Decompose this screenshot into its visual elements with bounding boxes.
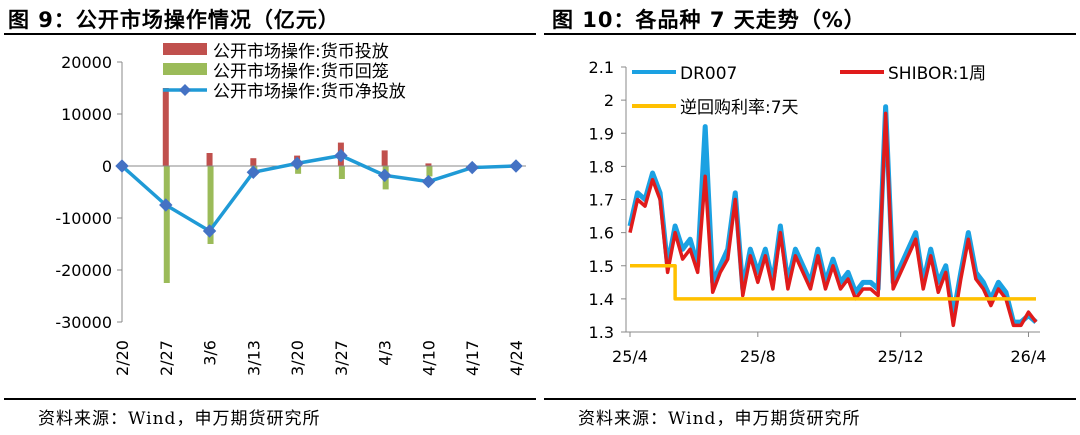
bar [162,88,169,166]
x-tick-label: 25/12 [878,347,924,366]
x-tick-label: 26/4 [1011,347,1047,366]
source-note: 资料来源：Wind，申万期货研究所 [38,409,321,429]
rates-7day-chart: 2.1 2 1.9 1.8 1.7 1.6 1.5 1.4 1.3 25/4 25/8 25/12 26… [589,58,1047,366]
x-tick-label: 3/20 [288,340,307,376]
data-point [290,156,304,171]
data-point [377,168,392,183]
y-tick-label: -20000 [55,261,112,280]
x-tick-label: 3/13 [244,340,263,376]
x-tick-label: 2/20 [113,340,132,376]
x-tick-label: 4/17 [463,340,482,376]
source-note: 资料来源：Wind，申万期货研究所 [578,409,861,429]
legend-swatch [163,63,207,75]
data-point [115,159,129,173]
bar [163,166,170,283]
x-tick-label: 2/27 [157,340,176,376]
bar [338,166,345,179]
legend-label: SHIBOR:1周 [888,64,986,84]
title-rule [544,33,1076,35]
legend-label: 逆回购利率:7天 [680,98,799,118]
x-tick-label: 3/6 [201,340,220,366]
bar [250,158,257,166]
data-point [421,174,436,189]
legend-label: DR007 [680,64,737,84]
y-tick-label: 2 [604,91,614,110]
y-tick-label: 2.1 [589,58,614,77]
y-tick-label: 1.8 [589,157,614,176]
y-tick-label: 1.9 [589,124,614,143]
legend-marker [179,84,191,96]
y-tick-label: 1.3 [589,323,614,342]
data-point [465,160,479,175]
y-tick-label: 1.6 [589,224,614,243]
legend-label: 公开市场操作:货币净投放 [213,82,406,102]
title-rule [4,33,536,35]
bar [425,163,432,166]
bar [426,166,433,177]
x-tick-label: 25/8 [740,347,776,366]
x-tick-label: 25/4 [612,347,648,366]
y-tick-label: 20000 [61,53,112,72]
y-tick-label: 1.4 [589,290,614,309]
series-line [628,111,1038,328]
bar [207,166,214,244]
x-tick-label: 4/24 [507,340,526,376]
bar [206,153,213,166]
data-point [509,159,523,173]
data-point [202,224,217,238]
x-tick-label: 4/10 [419,340,438,376]
legend-label: 公开市场操作:货币回笼 [213,62,389,82]
source-rule [4,398,536,400]
data-point [246,165,261,179]
source-rule [544,398,1076,400]
data-point [334,148,348,163]
left-panel: 图 9：公开市场操作情况（亿元） 20000 10000 0 -10000 -20000… [4,8,536,429]
legend-label: 公开市场操作:货币投放 [213,42,389,62]
y-tick-label: -10000 [55,209,112,228]
y-tick-label: 1.7 [589,191,614,210]
y-tick-label: 0 [102,157,112,176]
figure-title: 图 10：各品种 7 天走势（%） [552,8,866,32]
legend-swatch [163,43,207,55]
y-tick-label: 10000 [61,105,112,124]
series-line [627,104,1038,325]
net-injection-line [120,153,517,234]
figure-title: 图 9：公开市场操作情况（亿元） [8,8,340,32]
x-tick-label: 4/3 [376,340,395,366]
y-tick-label: 1.5 [589,257,614,276]
series-line [630,264,1036,301]
y-tick-label: -30000 [55,313,112,332]
bar [295,166,302,174]
bar [381,150,388,166]
data-point [159,198,173,212]
right-panel: 图 10：各品种 7 天走势（%） 2.1 2 1.9 1.8 1.7 1.6 1.5 1.4… [540,0,1080,435]
x-tick-label: 3/27 [332,340,351,376]
